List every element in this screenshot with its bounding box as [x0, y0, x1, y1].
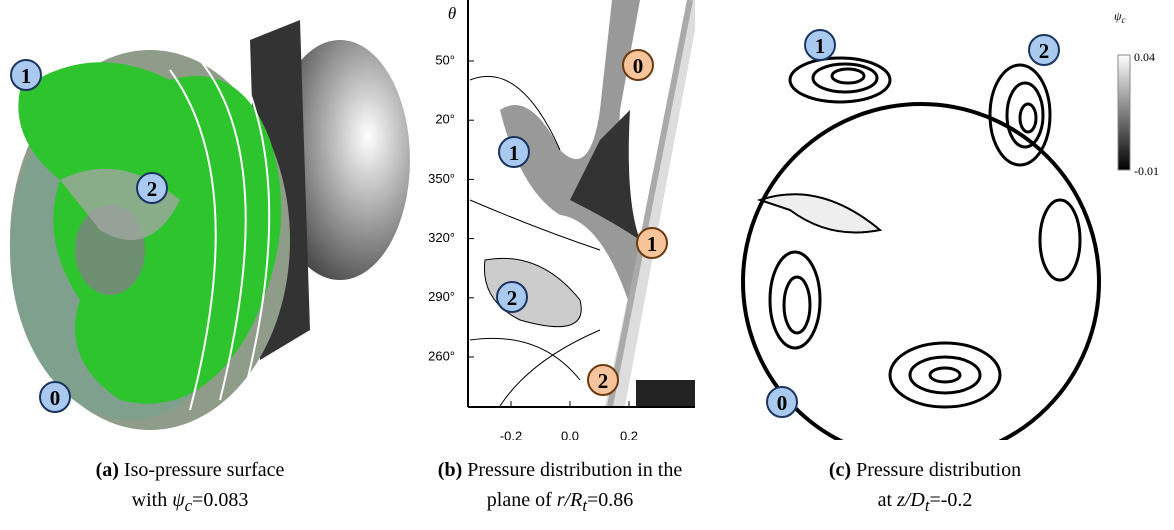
badge-circle — [766, 386, 798, 418]
badge-circle — [622, 49, 654, 81]
y-tick-label: 50° — [435, 52, 455, 67]
badge-label: 2 — [147, 177, 158, 201]
badge-circle — [39, 381, 71, 413]
badge-label: 1 — [815, 34, 826, 58]
pressure-field — [741, 56, 1101, 440]
badge-circle — [636, 227, 668, 259]
iso-surface-render — [10, 20, 410, 430]
caption: (b) Pressure distribution in the plane of… — [437, 459, 683, 515]
badge-label: 2 — [507, 286, 518, 310]
marker-badge: 2 — [587, 364, 619, 396]
marker-badge: 0 — [622, 49, 654, 81]
badge-label: 2 — [1039, 39, 1050, 63]
marker-badge: 1 — [804, 29, 836, 61]
y-axis-label: θ — [448, 4, 456, 23]
caption: (a) Iso-pressure surface with ψc=0.083 — [95, 459, 285, 515]
badge-label: 1 — [509, 141, 520, 165]
annotations: 1 2 0 0 1 1 2 2 1 2 0 50° 20° 350° 320° 290° 260° -0.2 0.0… — [10, 29, 1060, 440]
badge-circle — [804, 29, 836, 61]
badge-circle — [1028, 34, 1060, 66]
badge-label: 0 — [777, 391, 788, 415]
marker-badge: 2 — [1028, 34, 1060, 66]
badge-circle — [587, 364, 619, 396]
marker-badge: 1 — [498, 136, 530, 168]
marker-badge: 2 — [496, 281, 528, 313]
x-tick-label: -0.2 — [500, 428, 522, 440]
badge-label: 0 — [633, 54, 644, 78]
badge-label: 0 — [50, 386, 61, 410]
badge-label: 2 — [598, 369, 609, 393]
badge-circle — [136, 172, 168, 204]
y-tick-label: 320° — [428, 230, 455, 245]
marker-badge: 0 — [766, 386, 798, 418]
figure-graphics: θ ψc 0.04 -0.01 1 2 0 0 1 1 2 2 1 2 0 50° 20° 350° 320… — [10, 0, 1159, 440]
x-tick-label: 0.0 — [561, 428, 579, 440]
badge-circle — [496, 281, 528, 313]
marker-badge: 0 — [39, 381, 71, 413]
x-tick-label: 0.2 — [620, 428, 638, 440]
caption: (c) Pressure distribution at z/Dt=-0.2 — [828, 459, 1022, 515]
badge-circle — [10, 59, 42, 91]
marker-badge: 2 — [136, 172, 168, 204]
marker-badge: 1 — [636, 227, 668, 259]
y-tick-label: 290° — [428, 289, 455, 304]
y-tick-label: 260° — [428, 348, 455, 363]
badge-label: 1 — [21, 64, 32, 88]
colorbar — [1117, 54, 1131, 171]
marker-badge: 1 — [10, 59, 42, 91]
badge-label: 1 — [647, 232, 658, 256]
y-tick-label: 350° — [428, 171, 455, 186]
colorbar-symbol: ψc — [1114, 9, 1125, 25]
colorbar-max: 0.04 — [1134, 50, 1155, 64]
badge-circle — [498, 136, 530, 168]
colorbar-min: -0.01 — [1134, 164, 1159, 178]
y-tick-label: 20° — [435, 112, 455, 127]
contour-plot — [467, 0, 695, 408]
